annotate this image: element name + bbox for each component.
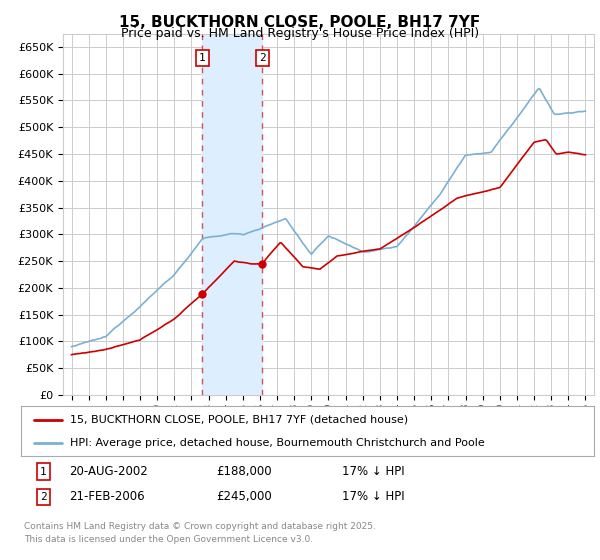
Text: Contains HM Land Registry data © Crown copyright and database right 2025.
This d: Contains HM Land Registry data © Crown c…	[24, 522, 376, 544]
Text: 1: 1	[199, 53, 206, 63]
Text: 2: 2	[40, 492, 47, 502]
Text: £245,000: £245,000	[216, 490, 272, 503]
Text: 15, BUCKTHORN CLOSE, POOLE, BH17 7YF (detached house): 15, BUCKTHORN CLOSE, POOLE, BH17 7YF (de…	[70, 414, 408, 424]
Text: HPI: Average price, detached house, Bournemouth Christchurch and Poole: HPI: Average price, detached house, Bour…	[70, 438, 484, 448]
Text: 1: 1	[40, 466, 47, 477]
Text: £188,000: £188,000	[216, 465, 272, 478]
Text: 15, BUCKTHORN CLOSE, POOLE, BH17 7YF: 15, BUCKTHORN CLOSE, POOLE, BH17 7YF	[119, 15, 481, 30]
Text: 17% ↓ HPI: 17% ↓ HPI	[342, 490, 404, 503]
Text: 17% ↓ HPI: 17% ↓ HPI	[342, 465, 404, 478]
Text: 20-AUG-2002: 20-AUG-2002	[69, 465, 148, 478]
Bar	[202, 34, 262, 395]
Text: Price paid vs. HM Land Registry's House Price Index (HPI): Price paid vs. HM Land Registry's House …	[121, 27, 479, 40]
Text: 21-FEB-2006: 21-FEB-2006	[69, 490, 145, 503]
Text: 2: 2	[259, 53, 266, 63]
